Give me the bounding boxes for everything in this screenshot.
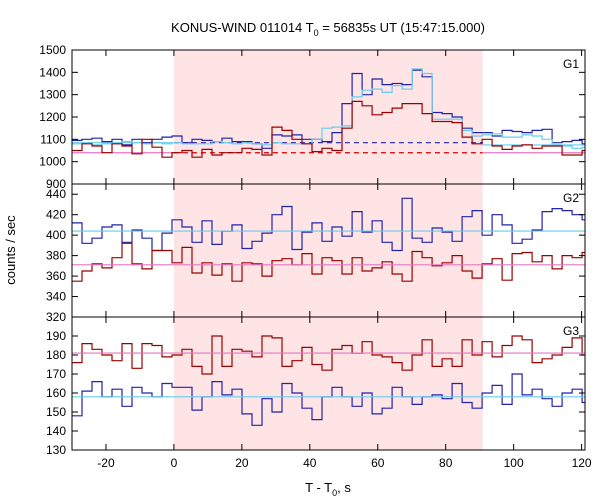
- y-tick-label: 180: [46, 348, 66, 362]
- x-axis-label: T - T0, s: [305, 480, 351, 498]
- y-tick-label: 150: [46, 405, 66, 419]
- y-tick-label: 1300: [39, 88, 66, 102]
- series-blue-histogram: [72, 373, 585, 426]
- x-tick-label: 40: [303, 456, 317, 470]
- y-tick-label: 190: [46, 329, 66, 343]
- y-tick-label: 340: [46, 290, 66, 304]
- y-tick-label: 320: [46, 310, 66, 324]
- y-tick-label: 1100: [40, 132, 66, 146]
- x-tick-label: 120: [572, 456, 592, 470]
- x-tick-label: 0: [171, 456, 178, 470]
- x-tick-label: 60: [371, 456, 385, 470]
- y-tick-label: 1000: [39, 155, 66, 169]
- y-tick-label: 400: [46, 228, 66, 242]
- panel-g2: 320 340 360 380 400 420 440 G2: [46, 183, 586, 324]
- title-rest: = 56835s UT (15:47:15.000): [319, 20, 485, 35]
- series-cyan-histogram: [72, 68, 585, 149]
- shaded-region: [173, 317, 483, 450]
- y-tick-label: 1500: [39, 43, 66, 57]
- y-tick-label: 900: [46, 177, 66, 191]
- y-tick-label: 380: [46, 249, 66, 263]
- series-blue-histogram: [72, 69, 585, 149]
- panel-label: G3: [563, 324, 579, 338]
- y-tick-label: 1200: [39, 110, 66, 124]
- y-tick-label: 170: [46, 367, 66, 381]
- y-tick-label: 420: [46, 208, 66, 222]
- panel-frame: [71, 316, 586, 451]
- panels: 900100011001200130014001500G132034036038…: [39, 43, 592, 470]
- shaded-region: [173, 184, 483, 317]
- y-tick-label: 360: [46, 269, 66, 283]
- y-tick-label: 130: [46, 443, 66, 457]
- x-tick-label: 20: [235, 456, 249, 470]
- panel-g3: 130 140 150 160 170 180 190 -20 0 20 40 60 80 100 120 G…: [46, 316, 592, 470]
- y-tick-label: 440: [46, 187, 66, 201]
- series-red-histogram: [72, 335, 585, 375]
- panel-label: G1: [563, 57, 579, 71]
- x-tick-label: 80: [439, 456, 453, 470]
- shaded-region: [173, 50, 483, 184]
- x-tick-label: 100: [504, 456, 524, 470]
- title-subscript: 0: [314, 28, 319, 38]
- y-tick-label: 140: [46, 424, 66, 438]
- series-red-histogram: [72, 100, 585, 158]
- xlabel-subscript: 0: [332, 488, 337, 498]
- series-red-histogram: [72, 242, 585, 282]
- panel-g1: 900 1000 1100 1200 1300 1400 1500 G1: [39, 43, 586, 191]
- panel-label: G2: [563, 191, 579, 205]
- y-tick-label: 160: [46, 386, 66, 400]
- y-tick-label: 1400: [39, 65, 66, 79]
- xlabel-rest: , s: [337, 480, 351, 495]
- x-tick-label: -20: [97, 456, 115, 470]
- y-axis-label: counts / sec: [3, 215, 18, 285]
- chart-title: KONUS-WIND 011014 T0 = 56835s UT (15:47:…: [171, 20, 485, 38]
